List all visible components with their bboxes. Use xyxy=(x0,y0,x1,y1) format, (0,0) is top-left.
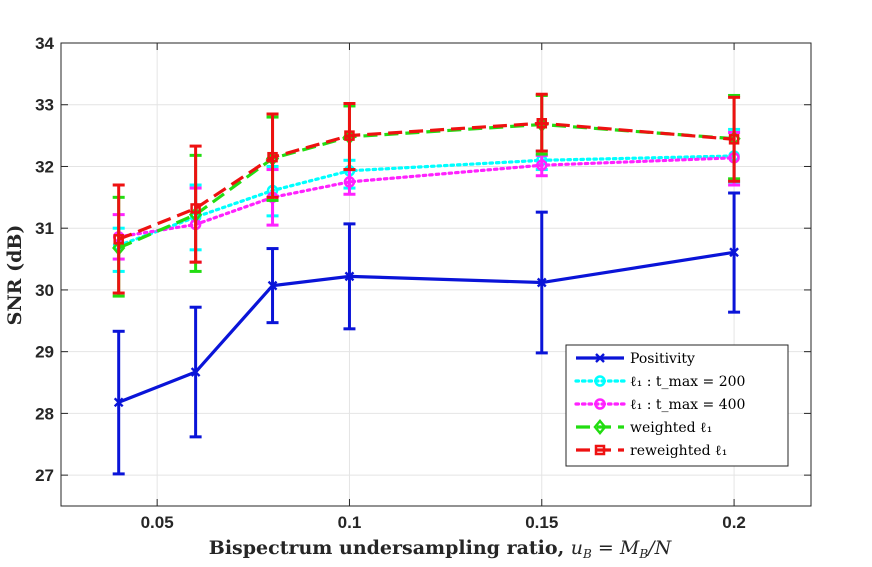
data-point-positivity-4 xyxy=(536,277,547,288)
series-line-positivity xyxy=(118,250,735,404)
data-point-reweighted-l1-2 xyxy=(267,151,278,163)
x-axis-label-part-0: Bispectrum undersampling ratio, xyxy=(209,537,571,559)
legend-marker-positivity xyxy=(595,353,605,363)
data-point-l1-t-max-400-3 xyxy=(343,176,356,188)
y-tick-label-27: 27 xyxy=(35,466,54,485)
data-point-positivity-0 xyxy=(113,397,124,408)
y-tick-label-34: 34 xyxy=(35,34,54,53)
series-layer xyxy=(112,92,741,476)
data-point-positivity-0-stroke-b xyxy=(113,397,124,408)
legend-label-positivity: Positivity xyxy=(630,351,695,367)
legend-marker-positivity-stroke-b xyxy=(595,353,605,363)
x-axis-label-part-5: /N xyxy=(646,537,672,559)
data-point-l1-t-max-400-4 xyxy=(536,159,548,171)
x-tick-label-0.15: 0.15 xyxy=(525,513,558,532)
series-line-reweighted-l1 xyxy=(118,121,735,241)
legend-label-l1-t-max-200: ℓ₁ : t_max = 200 xyxy=(630,374,745,390)
legend-entry-l1-t-max-200: ℓ₁ : t_max = 200 xyxy=(574,374,745,390)
x-axis-label-part-4: B xyxy=(638,547,648,561)
data-point-reweighted-l1-5 xyxy=(728,134,740,145)
y-axis-label: SNR (dB) xyxy=(4,225,26,326)
data-point-positivity-1-stroke-b xyxy=(190,367,201,377)
legend-entry-reweighted-l1: reweighted ℓ₁ xyxy=(576,443,727,459)
series-positivity xyxy=(112,191,741,476)
data-point-reweighted-l1-4 xyxy=(536,118,548,129)
y-tick-label-33: 33 xyxy=(35,96,54,115)
data-point-positivity-5-stroke-b xyxy=(729,247,739,258)
legend-label-reweighted-l1: reweighted ℓ₁ xyxy=(630,443,727,459)
legend: Positivity ℓ₁ : t_max = 200 ℓ₁ : t_max = 4… xyxy=(565,344,789,467)
x-tick-label-0.05: 0.05 xyxy=(141,513,174,532)
plot-frame xyxy=(60,42,812,507)
data-point-reweighted-l1-3 xyxy=(344,130,355,141)
legend-marker-reweighted-l1 xyxy=(594,444,606,456)
y-tick-label-31: 31 xyxy=(35,219,54,238)
data-point-positivity-2-stroke-b xyxy=(267,280,278,291)
x-axis-label-part-1: u xyxy=(571,537,583,559)
x-tick-label-0.1: 0.1 xyxy=(338,513,362,532)
axis-ticks: 27 28 29 30 31 32 33 34 0.05 0.1 0.15 0.2 xyxy=(35,34,811,532)
x-axis-label-part-2: B xyxy=(582,547,592,561)
legend-entry-positivity: Positivity xyxy=(576,351,695,367)
y-tick-label-30: 30 xyxy=(35,281,54,300)
data-point-positivity-1 xyxy=(190,367,201,377)
data-point-positivity-3-stroke-b xyxy=(344,271,355,282)
x-axis-label: Bispectrum undersampling ratio, uB = MB/… xyxy=(209,537,673,561)
legend-marker-l1-t-max-200 xyxy=(594,375,606,387)
data-point-positivity-5 xyxy=(729,247,739,258)
x-axis-label-part-3: = M xyxy=(592,537,640,559)
y-tick-label-32: 32 xyxy=(35,157,54,176)
data-point-positivity-3 xyxy=(344,271,355,282)
data-point-reweighted-l1-1 xyxy=(190,203,201,214)
legend-label-l1-t-max-400: ℓ₁ : t_max = 400 xyxy=(630,397,745,413)
legend-marker-weighted-l1 xyxy=(593,419,607,435)
legend-entry-l1-t-max-400: ℓ₁ : t_max = 400 xyxy=(574,397,745,413)
series-line-l1-t-max-400 xyxy=(117,156,736,239)
legend-label-weighted-l1: weighted ℓ₁ xyxy=(630,420,712,436)
y-tick-label-28: 28 xyxy=(35,404,54,423)
data-point-positivity-2 xyxy=(267,280,278,291)
y-tick-label-29: 29 xyxy=(35,343,54,362)
series-reweighted-l1 xyxy=(112,92,741,295)
legend-marker-l1-t-max-400 xyxy=(594,398,606,410)
legend-entry-weighted-l1: weighted ℓ₁ xyxy=(576,419,712,436)
x-tick-label-0.2: 0.2 xyxy=(722,513,746,532)
data-point-positivity-4-stroke-b xyxy=(536,277,547,288)
data-point-reweighted-l1-0 xyxy=(113,234,124,245)
